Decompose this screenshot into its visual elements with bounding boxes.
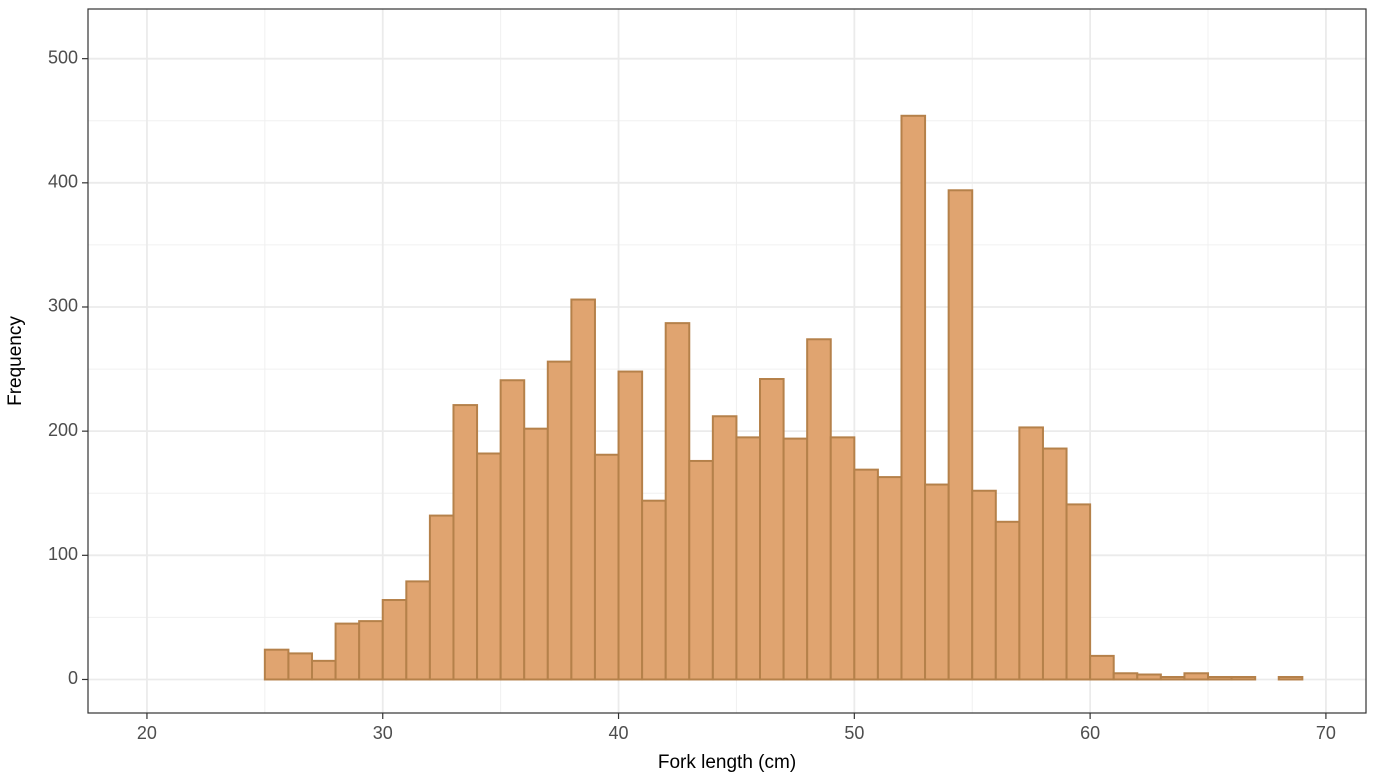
bar <box>759 378 785 681</box>
bar <box>1207 675 1233 681</box>
y-tick-label: 300 <box>48 296 78 316</box>
bar <box>499 379 526 681</box>
bar <box>782 437 809 681</box>
bar <box>311 659 337 681</box>
bar <box>263 648 290 681</box>
bar <box>1018 426 1044 681</box>
bar <box>1112 672 1139 681</box>
y-tick-label: 500 <box>48 47 78 67</box>
x-axis-title: Fork length (cm) <box>658 752 796 773</box>
x-tick-label: 70 <box>1316 723 1336 743</box>
bar <box>806 338 832 681</box>
bar <box>1041 447 1068 681</box>
bar <box>287 652 314 681</box>
bar <box>358 620 384 681</box>
bar <box>546 360 573 681</box>
bar <box>1230 675 1257 681</box>
x-tick-label: 20 <box>137 723 157 743</box>
y-tick-label: 0 <box>68 668 78 688</box>
y-axis-title: Frequency <box>5 316 26 406</box>
bar <box>924 483 950 681</box>
bar <box>1136 673 1162 681</box>
bar <box>1183 672 1210 681</box>
bar <box>711 415 738 681</box>
x-tick-label: 50 <box>844 723 864 743</box>
bar <box>617 370 644 681</box>
bar <box>570 298 596 681</box>
bar <box>1277 675 1304 681</box>
bar <box>853 468 879 681</box>
bar <box>664 322 691 681</box>
bar <box>1089 654 1115 681</box>
bar <box>1159 675 1186 681</box>
bar <box>900 114 927 681</box>
x-tick-label: 30 <box>373 723 393 743</box>
bar <box>971 489 997 681</box>
panel-border <box>87 8 1367 714</box>
y-tick-label: 400 <box>48 172 78 192</box>
bar <box>428 514 455 681</box>
bar <box>452 404 479 681</box>
x-tick-label: 40 <box>609 723 629 743</box>
bar <box>1065 503 1092 681</box>
bar <box>523 427 549 681</box>
bar <box>476 452 502 681</box>
bar <box>688 459 714 681</box>
y-tick-label: 200 <box>48 420 78 440</box>
bar <box>735 436 762 681</box>
bar <box>641 499 667 681</box>
bar <box>947 189 974 681</box>
bar <box>829 436 856 681</box>
x-tick-label: 60 <box>1080 723 1100 743</box>
bar <box>334 622 361 681</box>
bar <box>381 599 408 681</box>
bar <box>994 520 1021 681</box>
bar <box>593 453 620 681</box>
bar <box>405 580 431 681</box>
bar <box>876 476 903 681</box>
y-tick-label: 100 <box>48 544 78 564</box>
